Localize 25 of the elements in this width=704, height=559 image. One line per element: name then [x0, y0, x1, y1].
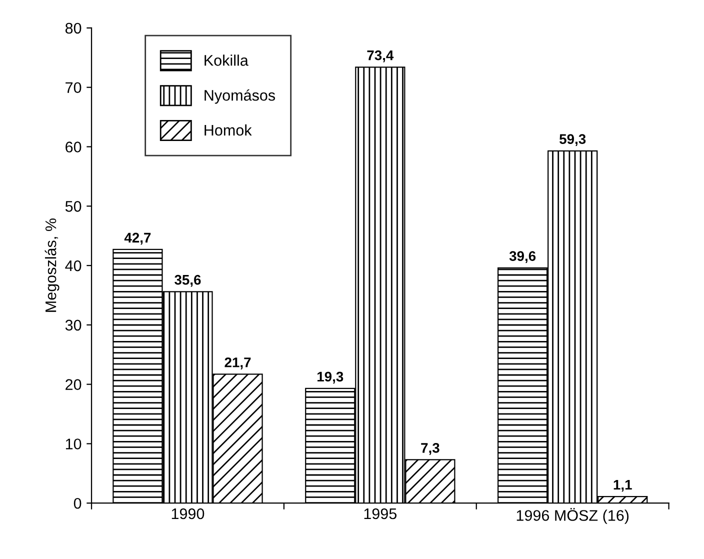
data-label: 39,6: [509, 251, 536, 264]
x-tick-label: 1990: [172, 508, 204, 520]
y-tick-label: 40: [65, 260, 82, 272]
legend-label: Nyomásos: [204, 89, 276, 104]
legend-label: Homok: [204, 124, 252, 136]
legend-label: Kokilla: [204, 54, 248, 66]
data-label: 42,7: [124, 232, 151, 245]
y-tick-label: 10: [66, 438, 82, 450]
y-tick-label: 70: [66, 82, 82, 94]
x-tick-label: 1995: [364, 508, 397, 520]
y-tick-label: 30: [65, 320, 82, 331]
y-tick-label: 20: [66, 379, 82, 390]
y-tick-label: 80: [65, 22, 82, 34]
data-label: 35,6: [174, 274, 201, 287]
data-label: 59,3: [560, 134, 586, 146]
x-tick-label: 1996 MÖSZ (16): [516, 508, 629, 524]
y-tick-label: 0: [74, 498, 82, 509]
y-tick-label: 50: [65, 201, 82, 212]
data-label: 21,7: [224, 357, 251, 370]
y-axis-title: Megoszlás, %: [44, 218, 60, 312]
data-label: 1,1: [614, 480, 632, 492]
data-label: 19,3: [317, 372, 344, 384]
data-label: 7,3: [421, 442, 440, 455]
data-label: 73,4: [367, 50, 394, 62]
y-tick-label: 60: [66, 142, 82, 152]
